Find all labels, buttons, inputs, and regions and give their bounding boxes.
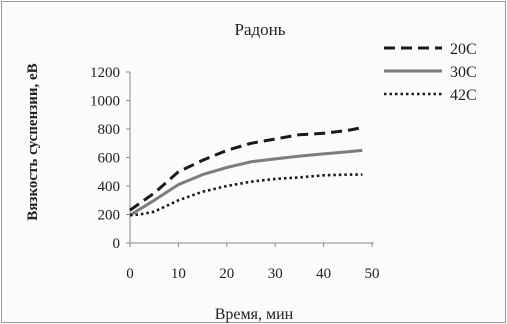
y-tick-labels: 0 200 400 600 800 1000 1200: [90, 65, 130, 252]
x-axis-label: Время, мин: [215, 306, 294, 323]
x-tick-labels: 0 10 20 30 40 50: [126, 243, 380, 282]
x-tick-label: 20: [219, 266, 234, 282]
y-tick-label: 400: [98, 179, 121, 195]
series-line-20С: [129, 126, 363, 212]
legend-label: 42С: [450, 87, 477, 104]
chart-title: Радонь: [235, 20, 286, 39]
y-tick-label: 200: [98, 208, 121, 224]
legend: 20С 30С 42С: [384, 41, 477, 104]
x-tick-label: 50: [365, 266, 380, 282]
x-tick-label: 30: [268, 266, 283, 282]
y-tick-label: 1000: [90, 94, 120, 110]
y-tick-label: 1200: [90, 65, 120, 81]
legend-label: 30С: [450, 64, 477, 81]
x-tick-label: 10: [171, 266, 186, 282]
series-line-42С: [129, 173, 363, 217]
x-tick-label: 0: [126, 266, 134, 282]
x-tick-label: 40: [316, 266, 331, 282]
series-lines: [129, 126, 363, 217]
y-axis-label: Вязкость суспензии, еВ: [25, 63, 41, 220]
y-tick-label: 0: [113, 236, 121, 252]
y-tick-label: 800: [98, 122, 121, 138]
series-line-30С: [129, 148, 363, 217]
y-tick-label: 600: [98, 151, 121, 167]
legend-label: 20С: [450, 41, 477, 58]
